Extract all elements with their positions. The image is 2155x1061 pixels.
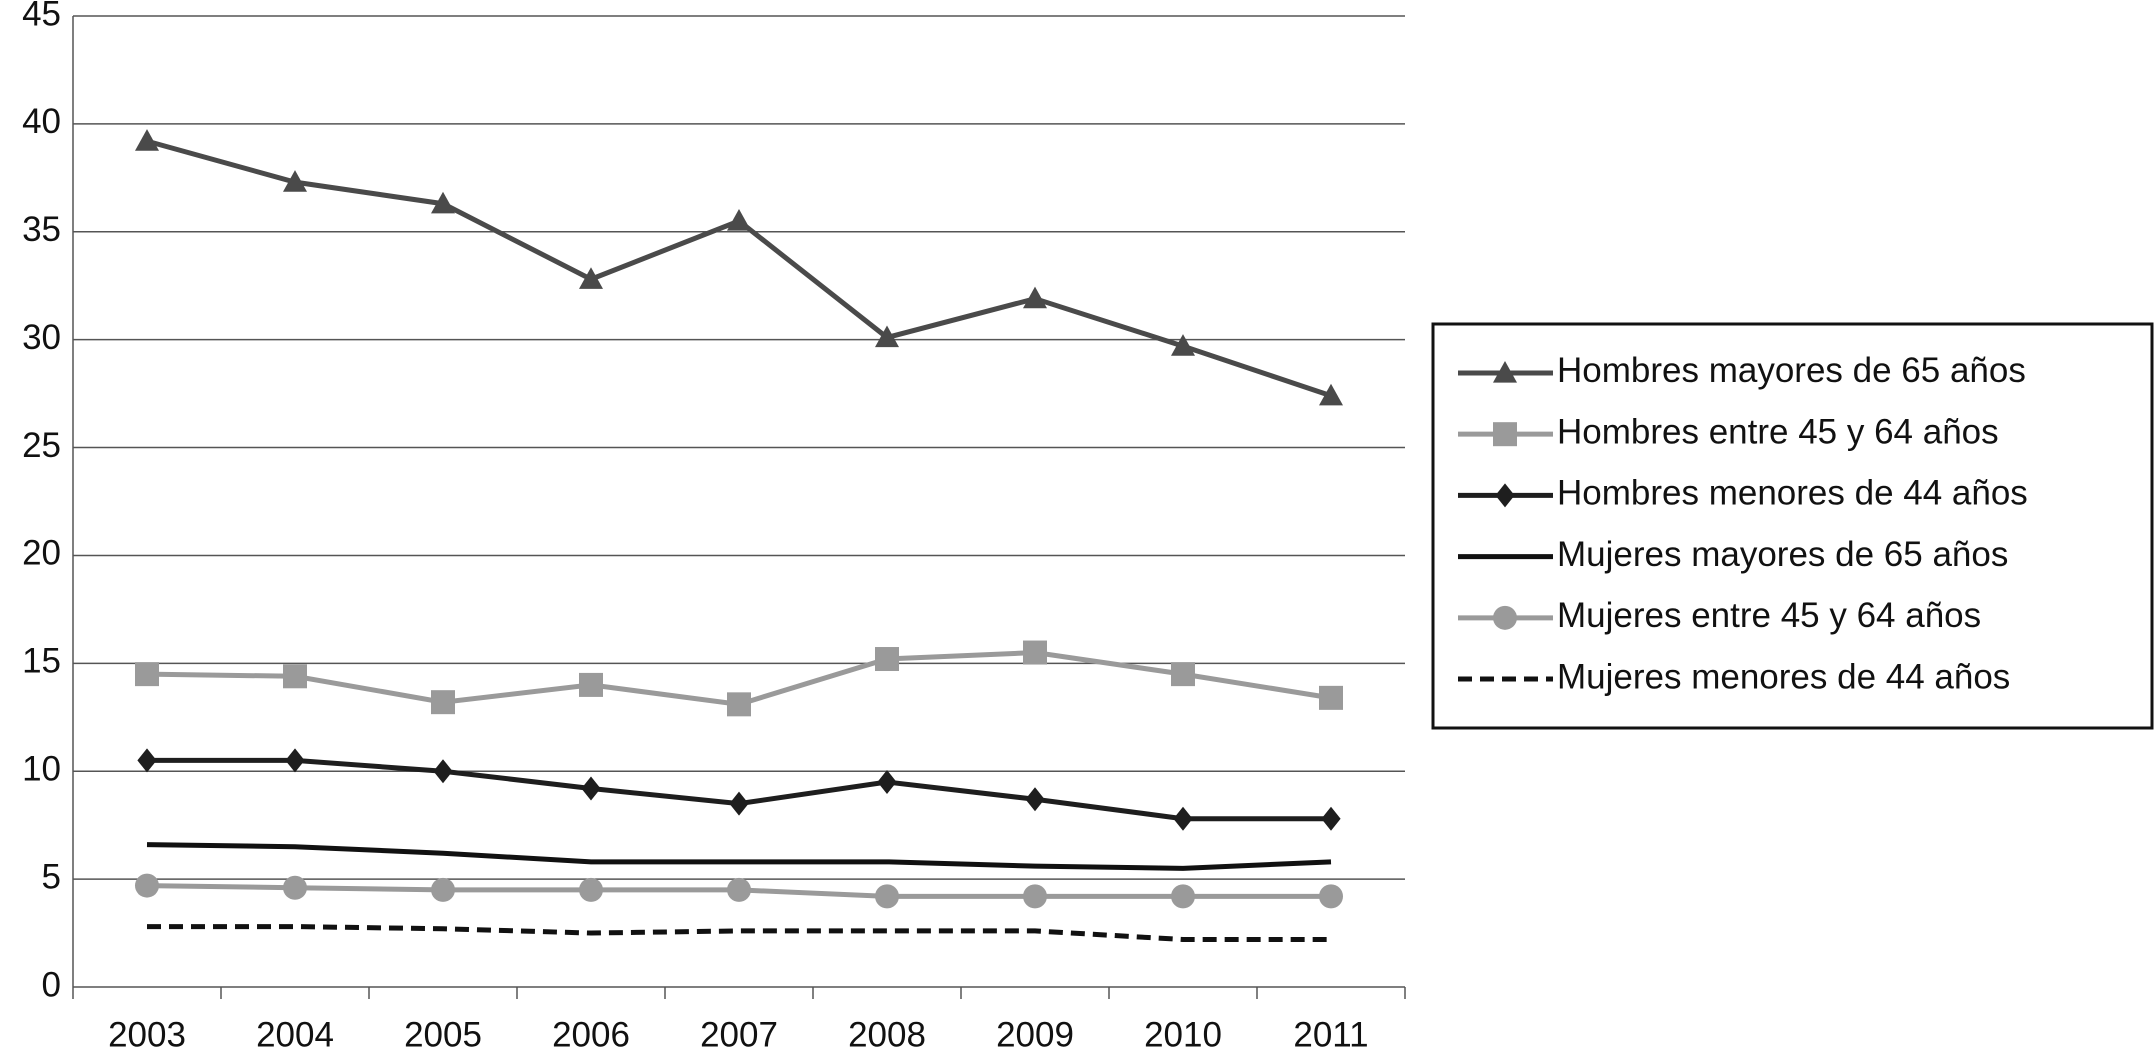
data-point: [1171, 334, 1195, 356]
legend-label: Hombres menores de 44 años: [1557, 474, 2028, 513]
data-point: [729, 791, 749, 816]
data-point: [579, 267, 603, 289]
y-tick-label: 25: [22, 426, 61, 465]
y-tick-label: 15: [22, 642, 61, 681]
data-point: [135, 129, 159, 151]
x-tick-label: 2011: [1293, 1015, 1368, 1054]
legend-label: Mujeres menores de 44 años: [1557, 657, 2010, 696]
legend-marker: [1493, 422, 1517, 447]
data-point: [1171, 884, 1195, 909]
series-line: [146, 842, 1332, 871]
y-tick-label: 40: [22, 102, 61, 141]
data-point: [1025, 787, 1045, 812]
x-tick-label: 2008: [848, 1015, 926, 1054]
data-point: [283, 170, 307, 192]
data-point: [1321, 806, 1341, 831]
x-tick-label: 2007: [700, 1015, 778, 1054]
data-point: [1319, 685, 1343, 710]
legend-box: [1431, 322, 2154, 730]
data-point: [1319, 383, 1343, 406]
data-point: [431, 690, 455, 715]
data-point: [135, 873, 159, 898]
legend-label: Hombres entre 45 y 64 años: [1557, 412, 1999, 451]
data-point: [283, 664, 307, 689]
data-point: [137, 748, 157, 773]
y-tick-label: 35: [22, 210, 61, 249]
data-point: [877, 770, 897, 795]
data-point: [135, 662, 159, 687]
data-point: [581, 776, 601, 801]
y-tick-label: 20: [22, 534, 61, 573]
data-point: [1173, 806, 1193, 831]
y-tick-label: 30: [22, 318, 61, 357]
data-point: [727, 692, 751, 717]
x-tick-label: 2005: [404, 1015, 482, 1054]
y-tick-label: 5: [42, 857, 61, 896]
x-tick-label: 2009: [996, 1015, 1074, 1054]
data-point: [727, 877, 751, 902]
data-point: [433, 759, 453, 784]
data-point: [579, 877, 603, 902]
legend-marker: [1495, 483, 1515, 508]
y-tick-label: 10: [22, 749, 61, 788]
x-tick-label: 2003: [108, 1015, 186, 1054]
data-point: [283, 875, 307, 900]
data-point: [1171, 662, 1195, 687]
data-point: [579, 672, 603, 697]
data-point: [727, 208, 751, 231]
data-point: [875, 325, 899, 348]
series-line: [146, 138, 1332, 399]
data-point: [285, 748, 305, 773]
data-point: [875, 884, 899, 909]
data-point: [431, 877, 455, 902]
legend-label: Hombres mayores de 65 años: [1557, 351, 2026, 390]
data-point: [1319, 884, 1343, 909]
data-point: [1023, 286, 1047, 309]
x-tick-label: 2010: [1144, 1015, 1222, 1054]
data-point: [1023, 884, 1047, 909]
data-point: [875, 647, 899, 672]
x-tick-label: 2004: [256, 1015, 334, 1054]
data-point: [1023, 640, 1047, 665]
legend-label: Mujeres mayores de 65 años: [1557, 535, 2008, 574]
x-tick-label: 2006: [552, 1015, 630, 1054]
legend-marker: [1493, 605, 1517, 630]
data-point: [431, 191, 455, 214]
y-tick-label: 0: [42, 965, 61, 1004]
legend-label: Mujeres entre 45 y 64 años: [1557, 596, 1981, 635]
legend-marker: [1493, 360, 1517, 383]
series-line: [147, 924, 1331, 943]
y-tick-label: 45: [22, 0, 61, 33]
